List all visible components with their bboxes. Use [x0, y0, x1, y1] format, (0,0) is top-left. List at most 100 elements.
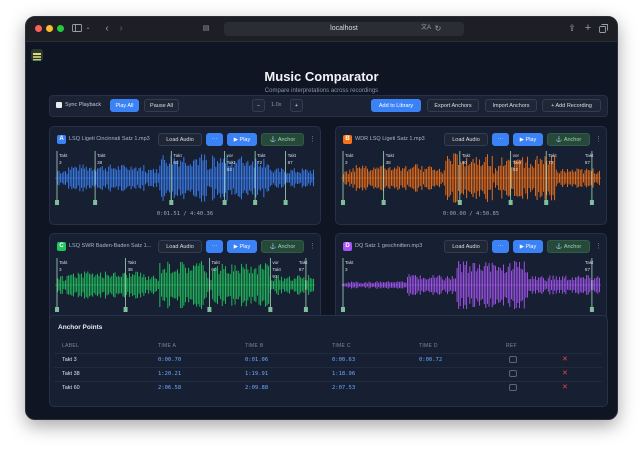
waveform-bar — [450, 279, 452, 291]
minimize-window-button[interactable] — [46, 25, 53, 32]
waveform-bar — [130, 276, 132, 294]
address-bar[interactable]: localhost — [224, 22, 464, 36]
waveform-bar — [400, 170, 402, 186]
import-anchors-button[interactable]: Import Anchors — [485, 99, 537, 112]
waveform-bar — [257, 161, 258, 195]
delete-anchor-icon[interactable]: ✕ — [562, 356, 568, 363]
rate-increase-button[interactable]: + — [290, 99, 303, 112]
more-options-button[interactable]: ⋯ — [492, 240, 509, 253]
column-header-label: LABEL — [62, 343, 80, 349]
anchor-marker-label: Takt — [173, 153, 182, 158]
waveform-bar — [458, 261, 460, 309]
play-all-button[interactable]: Play All — [110, 99, 139, 112]
waveform-bar — [159, 263, 161, 307]
waveform[interactable]: Takt 3 Takt 87 — [341, 256, 601, 314]
delete-anchor-icon[interactable]: ✕ — [562, 370, 568, 377]
waveform-bar — [362, 165, 364, 191]
load-audio-button[interactable]: Load Audio — [444, 133, 488, 146]
anchor-time-a[interactable]: 0:00.70 — [158, 357, 182, 363]
share-icon[interactable]: ⇪ — [568, 23, 576, 33]
waveform-bar — [543, 164, 544, 192]
anchor-time-c[interactable]: 2:07.53 — [332, 385, 356, 391]
anchor-time-b[interactable]: 1:19.91 — [245, 371, 269, 377]
waveform-bar — [282, 169, 284, 187]
close-window-button[interactable] — [35, 25, 42, 32]
kebab-menu-icon[interactable]: ⋮ — [595, 243, 602, 250]
rate-decrease-button[interactable]: − — [252, 99, 265, 112]
waveform-bar — [233, 167, 234, 189]
anchor-time-a[interactable]: 1:20.21 — [158, 371, 182, 377]
zoom-window-button[interactable] — [57, 25, 64, 32]
anchor-time-c[interactable]: 1:18.96 — [332, 371, 356, 377]
chevron-down-icon[interactable]: ⌄ — [85, 25, 91, 31]
anchor-time-d[interactable]: 0:00.72 — [419, 357, 443, 363]
delete-anchor-icon[interactable]: ✕ — [562, 384, 568, 391]
translate-icon[interactable]: 文A — [421, 25, 432, 31]
waveform-bar — [274, 170, 276, 186]
anchor-button[interactable]: ⚓ Anchor — [547, 240, 590, 253]
waveform-bar — [456, 154, 458, 202]
export-anchors-button[interactable]: Export Anchors — [427, 99, 479, 112]
waveform-bar — [482, 164, 484, 192]
reference-toggle[interactable] — [509, 370, 517, 377]
more-options-button[interactable]: ⋯ — [206, 240, 223, 253]
back-arrow-icon[interactable]: ‹ — [105, 23, 109, 34]
waveform-bar — [285, 278, 287, 292]
reload-icon[interactable]: ↻ — [434, 24, 442, 33]
waveform-bar — [93, 169, 95, 187]
waveform-bar — [180, 261, 182, 309]
anchor-time-b[interactable]: 2:09.88 — [245, 385, 269, 391]
anchor-button[interactable]: ⚓ Anchor — [261, 133, 304, 146]
new-tab-icon[interactable]: + — [584, 22, 592, 34]
sync-playback-checkbox[interactable] — [56, 102, 62, 108]
add-recording-button[interactable]: + Add Recording — [542, 99, 601, 112]
anchor-time-a[interactable]: 2:06.58 — [158, 385, 182, 391]
waveform[interactable]: Takt 3 Takt 38 Takt 60 vor Takt 93 Takt 72 Takt 87 — [341, 149, 601, 207]
waveform-bar — [583, 173, 584, 183]
waveform-bar — [520, 159, 522, 197]
more-options-button[interactable]: ⋯ — [492, 133, 509, 146]
load-audio-button[interactable]: Load Audio — [444, 240, 488, 253]
page-info-icon[interactable]: ▤ — [202, 25, 210, 32]
forward-arrow-icon[interactable]: › — [119, 23, 123, 34]
pause-all-button[interactable]: Pause All — [144, 99, 179, 112]
reference-toggle[interactable] — [509, 356, 517, 363]
sidebar-toggle-icon[interactable] — [71, 22, 83, 35]
kebab-menu-icon[interactable]: ⋮ — [595, 136, 602, 143]
anchor-time-c[interactable]: 0:00.63 — [332, 357, 356, 363]
play-button[interactable]: ▶ Play — [227, 133, 257, 146]
waveform-bar — [399, 167, 400, 189]
waveform-bar — [411, 275, 413, 295]
anchor-button[interactable]: ⚓ Anchor — [261, 240, 304, 253]
play-button[interactable]: ▶ Play — [227, 240, 257, 253]
add-to-library-button[interactable]: Add to Library — [371, 99, 421, 112]
waveform-bar — [122, 273, 124, 297]
waveform-bar — [236, 270, 238, 299]
waveform-bar — [157, 173, 159, 183]
waveform-bar — [349, 169, 351, 187]
anchor-marker-handle — [222, 200, 227, 205]
waveform-bar — [89, 168, 90, 188]
waveform-bar — [395, 282, 397, 288]
waveform-bar — [352, 168, 354, 188]
anchor-label[interactable]: Takt 60 — [62, 385, 80, 391]
waveform[interactable]: Takt 3 Takt 38 Takt 60 vor Takt 93 Takt 87 — [55, 256, 315, 314]
anchor-label[interactable]: Takt 3 — [62, 357, 77, 363]
waveform-bar — [93, 277, 95, 293]
play-button[interactable]: ▶ Play — [513, 133, 543, 146]
waveform-bar — [90, 274, 92, 296]
tab-overview-icon[interactable] — [598, 22, 608, 35]
anchor-time-b[interactable]: 0:01.06 — [245, 357, 269, 363]
kebab-menu-icon[interactable]: ⋮ — [309, 136, 316, 143]
play-button[interactable]: ▶ Play — [513, 240, 543, 253]
more-options-button[interactable]: ⋯ — [206, 133, 223, 146]
load-audio-button[interactable]: Load Audio — [158, 133, 202, 146]
reference-toggle[interactable] — [509, 384, 517, 391]
waveform-bar — [595, 277, 597, 293]
waveform[interactable]: Takt 3 Takt 38 Takt 60 vor Takt 93 Takt 72 Takt 87 — [55, 149, 315, 207]
load-audio-button[interactable]: Load Audio — [158, 240, 202, 253]
anchor-button[interactable]: ⚓ Anchor — [547, 133, 590, 146]
kebab-menu-icon[interactable]: ⋮ — [309, 243, 316, 250]
waveform-bar — [363, 168, 365, 188]
anchor-label[interactable]: Takt 38 — [62, 371, 80, 377]
